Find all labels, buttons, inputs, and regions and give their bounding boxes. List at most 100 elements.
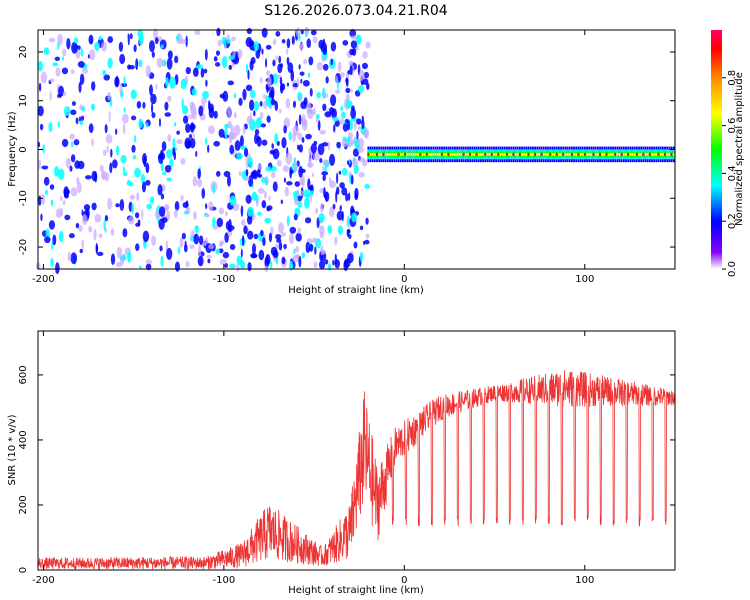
spectrogram-cell — [300, 78, 303, 84]
spectrogram-cell — [50, 199, 54, 207]
spectrogram-cell — [123, 75, 126, 86]
spectrogram-cell — [132, 154, 137, 160]
spectrogram-band-cell — [544, 152, 547, 156]
spectrogram-cell — [334, 75, 338, 83]
spectrogram-cell — [321, 171, 329, 176]
spectrogram-cell — [197, 255, 204, 267]
spectrogram-cell — [223, 170, 231, 178]
spectrogram-cell — [145, 259, 152, 265]
spectrogram-cell — [79, 104, 83, 111]
spectrogram-cell — [301, 137, 305, 143]
spectrogram-cell — [255, 198, 259, 207]
colorbar-tick-label: 0.2 — [727, 213, 738, 229]
spectrogram-band-cell — [393, 152, 396, 156]
spectrogram-cell — [63, 189, 71, 195]
spectrogram-cell — [294, 197, 299, 206]
spectrogram-cell — [247, 230, 254, 240]
spectrogram-cell — [73, 37, 79, 44]
spectrogram-band-cell — [495, 152, 497, 156]
spectrogram-cell — [285, 152, 293, 165]
spectrogram-band-cell — [367, 152, 370, 156]
colorbar-tick-label: 0.0 — [727, 261, 738, 277]
spectrogram-cell — [303, 189, 311, 198]
spectrogram-band-cell — [612, 152, 614, 156]
spectrogram-y-tick-label: -20 — [18, 239, 29, 255]
spectrogram-band-cell — [625, 152, 627, 156]
snr-series-line — [37, 370, 676, 571]
spectrogram-x-tick-label: 0 — [401, 274, 407, 285]
spectrogram-cell — [270, 246, 278, 256]
spectrogram-cell — [94, 42, 100, 51]
spectrogram-band-cell — [586, 152, 588, 156]
spectrogram-cell — [319, 202, 324, 213]
spectrogram-cell — [40, 71, 48, 84]
spectrogram-cell — [222, 251, 230, 259]
spectrogram-cell — [341, 111, 346, 119]
spectrogram-cell — [57, 168, 65, 180]
spectrogram-cell — [265, 58, 268, 68]
spectrogram-cell — [254, 133, 258, 145]
spectrogram-cell — [316, 91, 322, 99]
spectrogram-cell — [259, 77, 263, 84]
spectrogram-cell — [319, 158, 323, 163]
spectrogram-cell — [181, 232, 186, 240]
spectrogram-band-cell — [590, 152, 593, 156]
spectrogram-cell — [266, 115, 271, 123]
spectrogram-cell — [240, 205, 244, 217]
spectrogram-cell — [166, 148, 173, 159]
spectrogram-cell — [282, 165, 290, 173]
spectrogram-cell — [88, 123, 94, 134]
spectrogram-y-ticks: -20 -10 0 10 20 — [18, 46, 675, 255]
spectrogram-band-cell — [640, 152, 643, 156]
spectrogram-cell — [174, 55, 179, 64]
snr-y-label: SNR (10 * v/v) — [7, 414, 18, 485]
spectrogram-cell — [292, 254, 300, 263]
spectrogram-cell — [189, 244, 195, 250]
spectrogram-cell — [185, 35, 188, 48]
spectrogram-cell — [185, 140, 192, 149]
spectrogram-cell — [243, 176, 250, 182]
spectrogram-cell — [71, 101, 76, 106]
spectrogram-cell — [322, 63, 329, 71]
spectrogram-cell — [77, 61, 85, 68]
spectrogram-cell — [227, 80, 235, 86]
spectrogram-band-cell — [447, 152, 450, 156]
spectrogram-cell — [285, 98, 291, 109]
spectrogram-cell — [145, 179, 151, 186]
spectrogram-cell — [318, 260, 326, 270]
spectrogram-band-cell — [501, 152, 504, 156]
spectrogram-cell — [253, 101, 260, 112]
spectrogram-cell — [102, 70, 107, 76]
spectrogram-cell — [281, 137, 287, 149]
spectrogram-cell — [109, 162, 113, 174]
spectrogram-cell — [84, 175, 92, 180]
spectrogram-cell — [260, 123, 267, 128]
spectrogram-cell — [81, 239, 85, 250]
spectrogram-cell — [322, 159, 329, 167]
spectrogram-cell — [76, 181, 82, 194]
spectrogram-cell — [114, 128, 118, 135]
spectrogram-cell — [345, 87, 351, 94]
spectrogram-cell — [348, 135, 351, 148]
spectrogram-cell — [345, 93, 351, 102]
spectrogram-cell — [40, 193, 46, 205]
spectrogram-cell — [278, 108, 282, 114]
spectrogram-cell — [361, 115, 364, 121]
spectrogram-cell — [359, 157, 365, 163]
spectrogram-cell — [327, 263, 332, 271]
spectrogram-cell — [208, 125, 215, 135]
spectrogram-cell — [104, 123, 108, 134]
spectrogram-cell — [181, 105, 189, 115]
colorbar-tick-label: 0.4 — [727, 165, 738, 181]
spectrogram-band-cell — [661, 152, 664, 156]
spectrogram-cell — [73, 139, 80, 146]
spectrogram-cell — [257, 187, 265, 194]
spectrogram-band-cell — [430, 152, 433, 156]
spectrogram-band-cell — [510, 152, 513, 156]
spectrogram-cell — [67, 251, 72, 262]
spectrogram-cell — [260, 229, 264, 237]
spectrogram-cell — [164, 112, 172, 117]
spectrogram-band-cell — [484, 152, 487, 156]
spectrogram-cell — [81, 214, 88, 226]
chart-title: S126.2026.073.04.21.R04 — [264, 3, 447, 19]
